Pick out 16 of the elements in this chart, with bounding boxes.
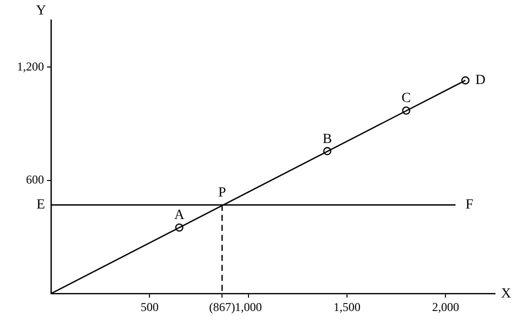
y-tick-label: 1,200	[17, 59, 44, 74]
y-tick-label: 600	[26, 172, 44, 187]
annotation: C	[402, 91, 411, 106]
y-axis-title: Y	[36, 4, 46, 19]
annotation: E	[36, 198, 45, 213]
x-tick-label: 1,000	[234, 300, 262, 314]
x-tick-label: 500	[140, 300, 159, 314]
x-tick-label: (867)	[209, 300, 236, 314]
x-tick-label: 1,500	[334, 300, 360, 314]
annotation: D	[475, 73, 486, 88]
annotation: B	[322, 132, 332, 147]
annotation: P	[218, 186, 226, 201]
x-tick-label: 2,000	[432, 300, 460, 314]
x-axis-title: X	[501, 286, 512, 302]
annotation: F	[466, 198, 474, 213]
annotation: A	[174, 208, 186, 224]
